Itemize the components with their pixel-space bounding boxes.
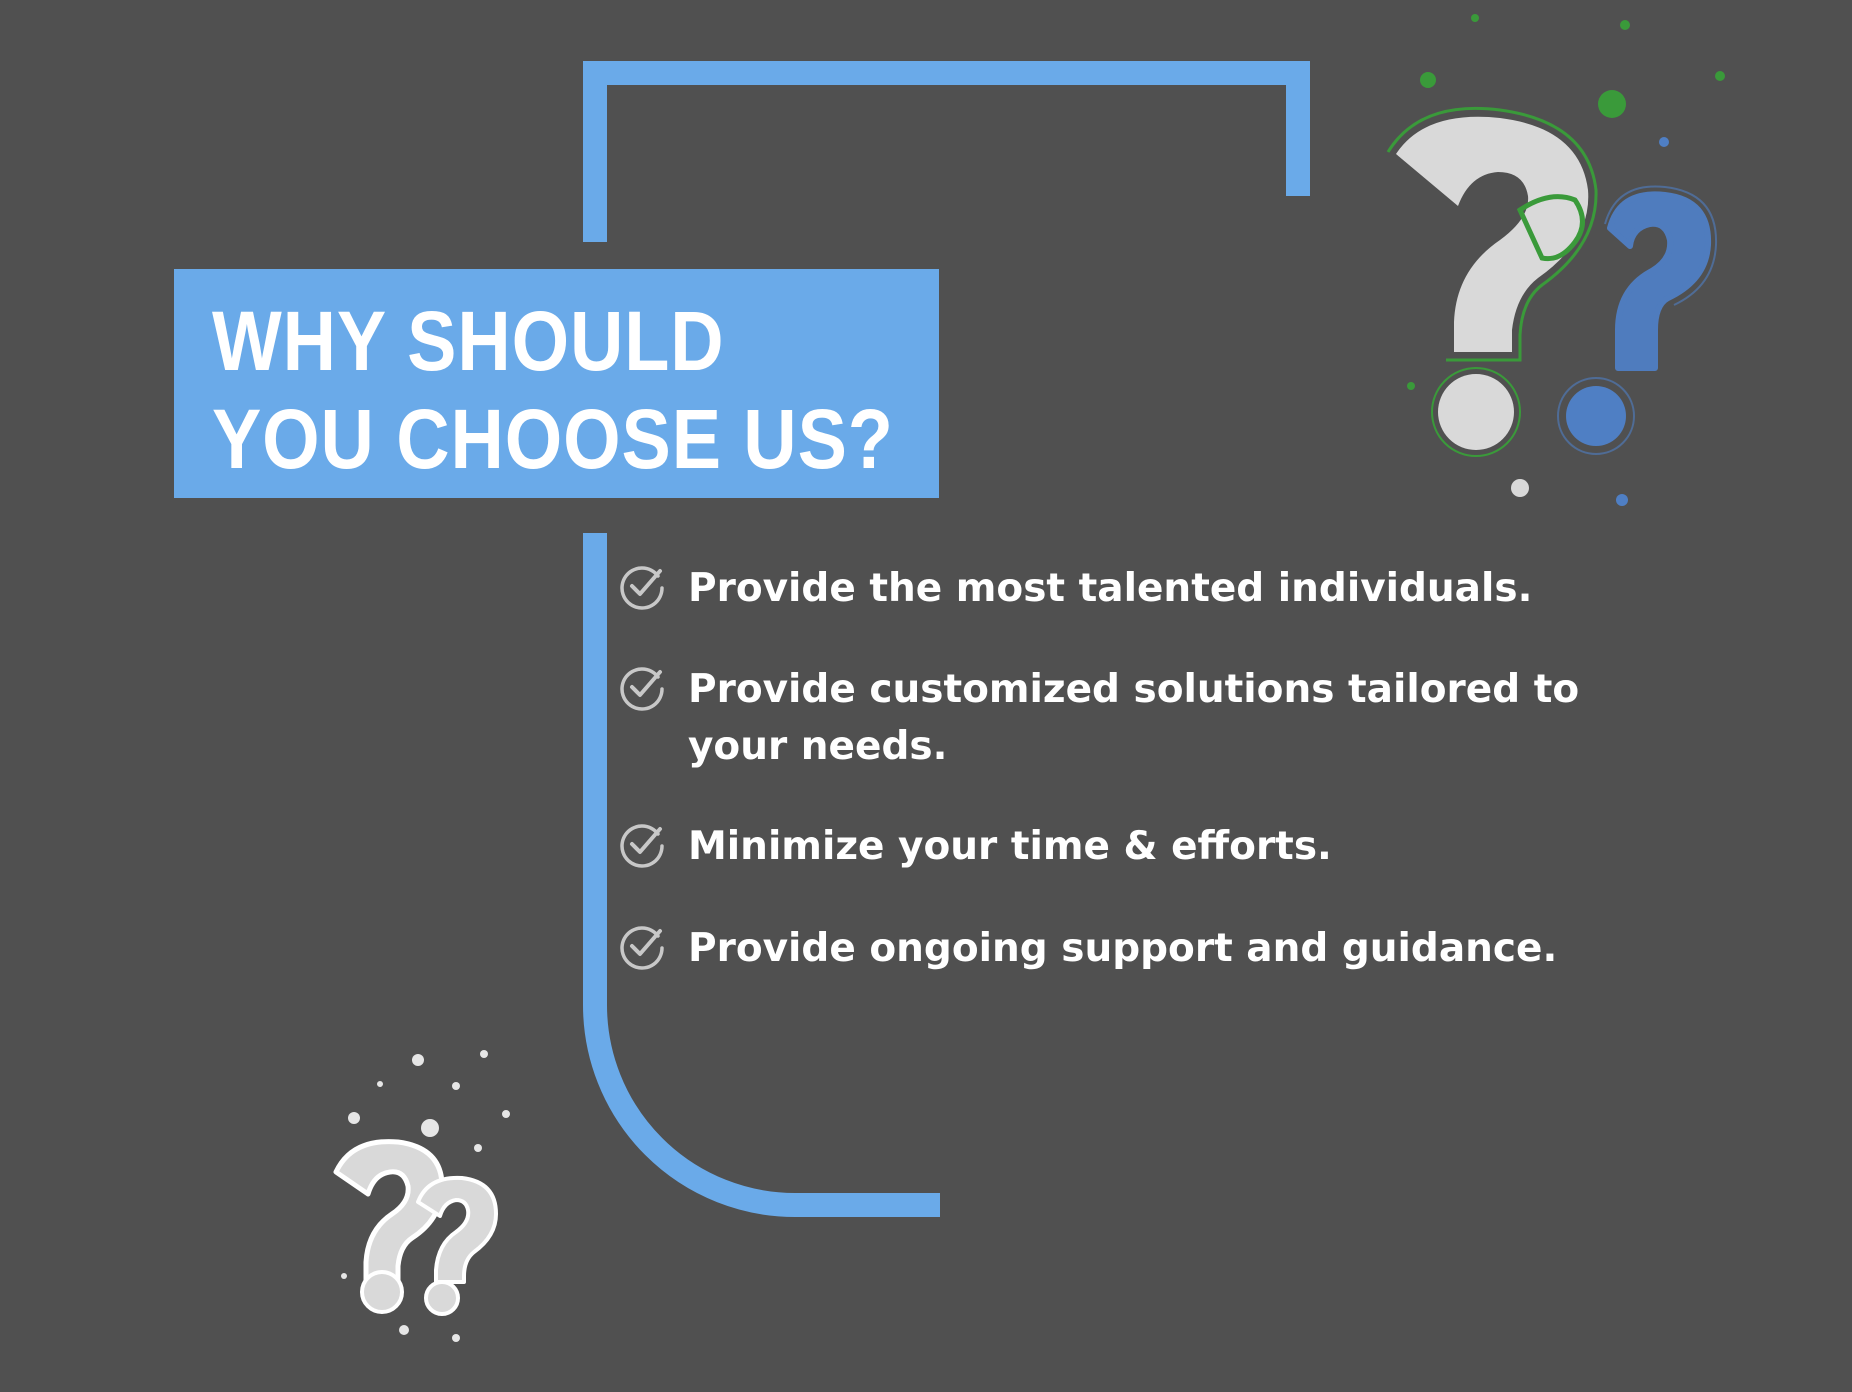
feature-text: Provide ongoing support and guidance. (688, 926, 1558, 971)
list-item: Minimize your time & efforts. (618, 818, 1688, 875)
bracket-top (583, 61, 1310, 242)
list-item: Provide ongoing support and guidance. (618, 920, 1688, 977)
bracket-bottom (583, 533, 940, 1217)
check-circle-icon (620, 926, 664, 970)
question-marks-icon (333, 1050, 510, 1342)
check-circle-icon (620, 824, 664, 868)
feature-text: Provide customized solutions tailored to… (688, 667, 1580, 769)
feature-text: Provide the most talented individuals. (688, 566, 1533, 611)
title-line-2: YOU CHOOSE US? (212, 392, 894, 486)
list-item: Provide the most talented individuals. (618, 560, 1688, 617)
check-circle-icon (620, 566, 664, 610)
list-item: Provide customized solutions tailored to… (618, 661, 1588, 775)
question-marks-icon (1386, 14, 1725, 506)
title-banner: WHY SHOULD YOU CHOOSE US? (174, 269, 939, 498)
feature-text: Minimize your time & efforts. (688, 824, 1332, 869)
title-line-1: WHY SHOULD (212, 294, 725, 388)
check-circle-icon (620, 667, 664, 711)
